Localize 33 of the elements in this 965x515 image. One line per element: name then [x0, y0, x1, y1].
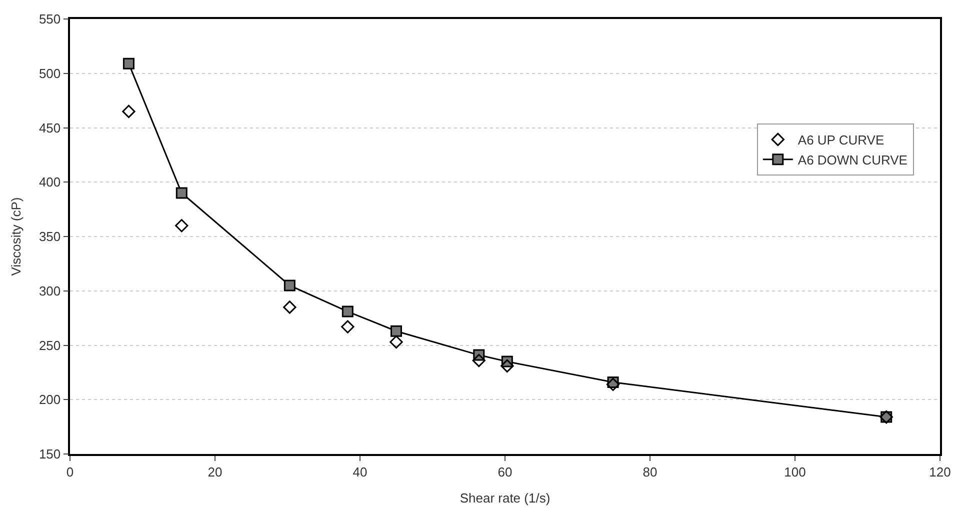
point [390, 325, 402, 337]
y-tick-label: 350 [38, 229, 61, 244]
x-tick-label: 20 [208, 464, 222, 480]
y-axis-title: Viscosity (cP) [8, 197, 24, 276]
point [472, 354, 486, 368]
point [122, 58, 134, 70]
y-tick-label: 500 [38, 66, 61, 81]
legend-label: A6 UP CURVE [798, 132, 884, 148]
legend-label: A6 DOWN CURVE [798, 152, 908, 168]
point [122, 104, 136, 118]
point [390, 335, 403, 349]
point [176, 187, 188, 199]
point [606, 378, 620, 391]
x-axis-title: Shear rate (1/s) [460, 490, 550, 506]
x-tick-label: 60 [498, 464, 512, 480]
point [284, 280, 296, 292]
point [283, 300, 296, 314]
point [342, 306, 354, 318]
x-tick-label: 40 [352, 464, 368, 480]
point [341, 320, 354, 334]
x-tick-label: 100 [784, 464, 806, 480]
point [500, 359, 514, 373]
y-tick-label: 550 [38, 12, 61, 27]
y-tick-label: 150 [38, 446, 61, 462]
point [175, 219, 188, 232]
y-tick-label: 300 [38, 283, 61, 298]
x-tick-label: 0 [66, 464, 74, 480]
x-tick-label: 120 [929, 464, 951, 480]
x-tick-label: 80 [642, 464, 658, 480]
y-tick-label: 200 [38, 392, 61, 408]
y-tick-label: 250 [38, 338, 61, 353]
y-tick-label: 450 [38, 120, 61, 136]
y-tick-label: 400 [38, 174, 61, 190]
